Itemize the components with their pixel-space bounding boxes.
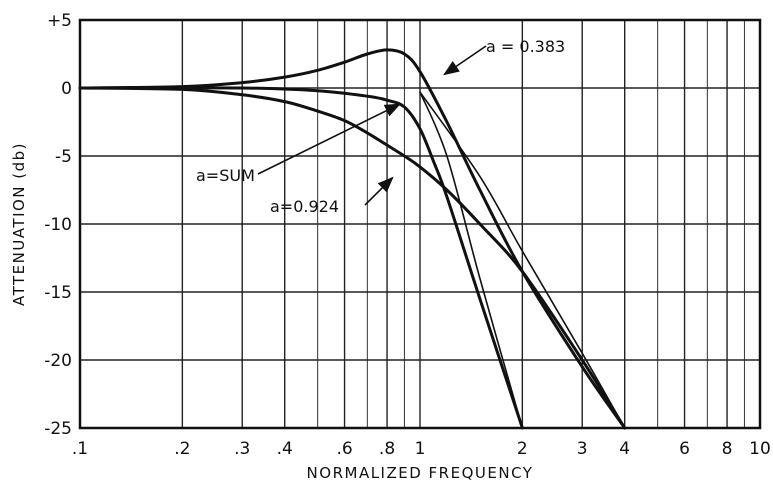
y-tick-label: -20: [44, 351, 72, 371]
y-axis-title: ATTENUATION (db): [10, 142, 28, 306]
x-axis-title: NORMALIZED FREQUENCY: [307, 464, 534, 482]
x-tick-label: 3: [577, 439, 588, 459]
y-tick-label: -25: [44, 419, 72, 439]
x-tick-label: .4: [277, 439, 293, 459]
annotation-label: a = 0.383: [486, 37, 565, 56]
tick-labels: .1 .2 .3 .4 .6 .8 1 2 3 4 6 8 10 +5 0 -5 -10 -15 -20 -25: [44, 11, 771, 459]
y-tick-label: -5: [55, 147, 72, 167]
x-tick-label: .2: [174, 439, 190, 459]
series-line: [78, 86, 627, 430]
curves: [78, 48, 627, 430]
x-tick-label: 10: [749, 439, 771, 459]
annotation-arrow: [364, 176, 394, 206]
series-line: [78, 48, 627, 430]
y-tick-label: 0: [61, 79, 72, 99]
annotations: a = 0.383 a=SUM a=0.924: [196, 37, 565, 216]
x-tick-label: 8: [722, 439, 733, 459]
y-tick-label: -10: [44, 215, 72, 235]
annotation-label: a=SUM: [196, 166, 255, 185]
series-line: [78, 86, 524, 430]
y-tick-label: -15: [44, 283, 72, 303]
x-tick-label: .1: [72, 439, 88, 459]
x-tick-label: 6: [679, 439, 690, 459]
x-tick-label: 2: [517, 439, 528, 459]
grid: [79, 19, 761, 429]
x-tick-label: 4: [619, 439, 630, 459]
plot-frame: [78, 18, 762, 430]
annotation-label: a=0.924: [270, 197, 339, 216]
annotation-arrow: [257, 103, 401, 175]
asymptote-line: [419, 91, 626, 429]
x-tick-label: 1: [415, 439, 426, 459]
asymptote-line: [419, 91, 524, 429]
x-tick-label: .8: [379, 439, 395, 459]
x-tick-label: .3: [234, 439, 250, 459]
y-tick-label: +5: [47, 11, 72, 31]
annotation-arrow: [443, 45, 487, 76]
x-tick-label: .6: [336, 439, 352, 459]
